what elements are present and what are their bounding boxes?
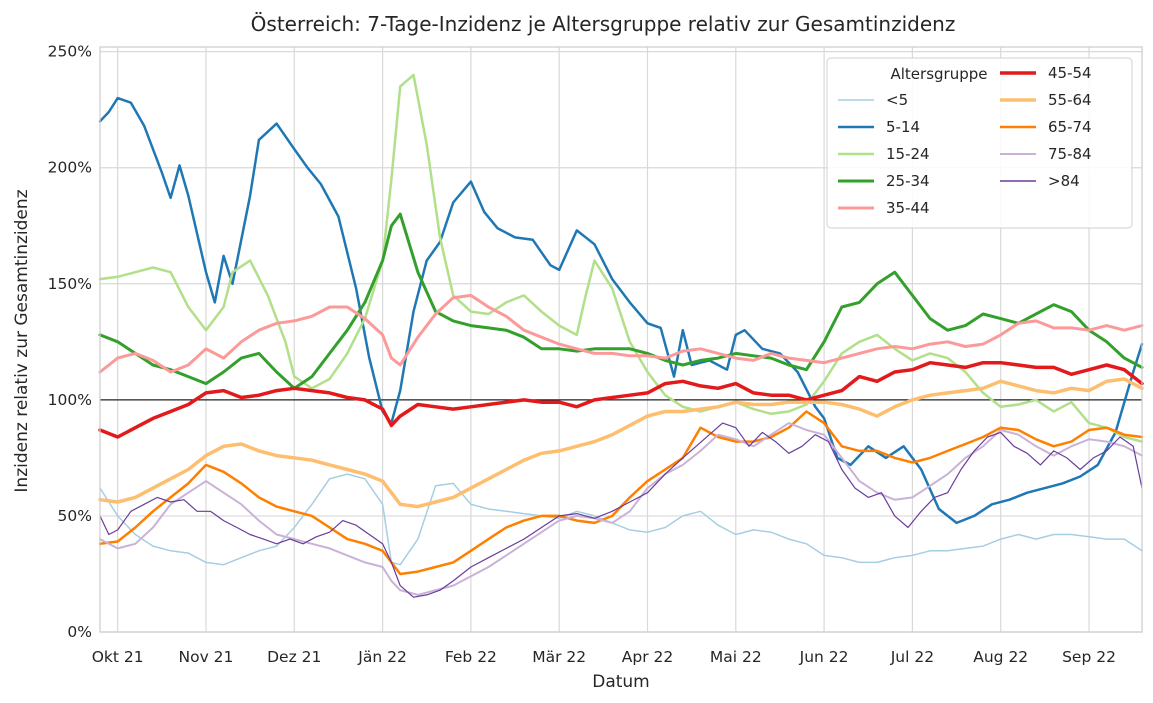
legend-entry: 75-84 (1048, 145, 1092, 163)
y-tick-label: 0% (67, 623, 92, 641)
legend-entry: >84 (1048, 172, 1080, 190)
y-axis-ticks: 0% 50% 100% 150% 200% 250% (48, 43, 92, 641)
y-tick-label: 50% (58, 507, 92, 525)
x-axis-label: Datum (592, 672, 650, 692)
legend: Altersgruppe <5 5-14 15-24 25-34 35-44 45-54 5… (826, 57, 1133, 229)
legend-entry: 65-74 (1048, 118, 1092, 136)
legend-entry: 35-44 (886, 199, 930, 217)
series-line-35-44 (98, 293, 1144, 374)
y-tick-label: 250% (48, 43, 92, 61)
series-lines (98, 73, 1144, 598)
x-tick-label: Dez 21 (267, 648, 321, 666)
x-tick-label: Jän 22 (357, 648, 407, 666)
x-tick-label: Apr 22 (622, 648, 673, 666)
legend-entry: 45-54 (1048, 64, 1092, 82)
legend-entry: 15-24 (886, 145, 930, 163)
legend-entry: 25-34 (886, 172, 930, 190)
x-tick-label: Jul 22 (890, 648, 934, 666)
y-tick-label: 200% (48, 159, 92, 177)
legend-entry: 5-14 (886, 118, 920, 136)
x-tick-label: Aug 22 (973, 648, 1028, 666)
x-tick-label: Mai 22 (710, 648, 762, 666)
x-tick-label: Feb 22 (445, 648, 497, 666)
series-line-55-64 (98, 377, 1144, 509)
chart-title: Österreich: 7-Tage-Inzidenz je Altersgru… (251, 12, 956, 36)
x-tick-label: Okt 21 (92, 648, 144, 666)
y-tick-label: 100% (48, 391, 92, 409)
x-tick-label: Nov 21 (179, 648, 234, 666)
series-line-45-54 (98, 360, 1144, 439)
x-tick-label: Mär 22 (532, 648, 586, 666)
y-tick-label: 150% (48, 275, 92, 293)
y-axis-label: Inzidenz relativ zur Gesamtinzidenz (12, 189, 32, 492)
legend-entry: <5 (886, 91, 908, 109)
x-tick-label: Jun 22 (799, 648, 849, 666)
series-line-25-34 (98, 212, 1144, 390)
series-line->84 (99, 422, 1143, 598)
legend-title: Altersgruppe (891, 65, 988, 83)
legend-box (826, 57, 1133, 229)
legend-entry: 55-64 (1048, 91, 1092, 109)
series-line-75-84 (99, 422, 1143, 596)
x-tick-label: Sep 22 (1062, 648, 1116, 666)
series-line-65-74 (98, 410, 1144, 576)
plot-frame (99, 46, 1143, 633)
x-axis-ticks: Okt 21 Nov 21 Dez 21 Jän 22 Feb 22 Mär 22 Apr … (92, 648, 1116, 666)
